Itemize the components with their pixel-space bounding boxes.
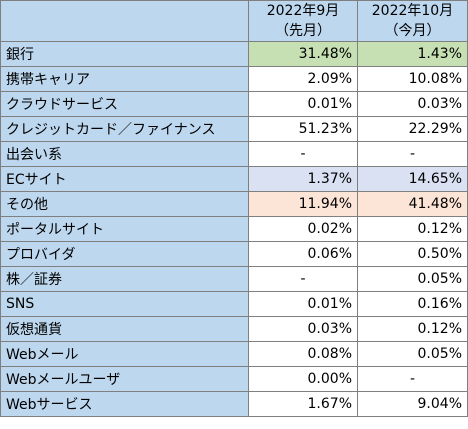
row-label: Webサービス — [0, 391, 249, 417]
oct-value-cell: 0.05% — [357, 341, 468, 367]
header-oct-cell: 2022年10月 （今月） — [357, 0, 468, 42]
row-label: 携帯キャリア — [0, 66, 249, 92]
row-label: Webメール — [0, 341, 249, 367]
header-row: 2022年9月 （先月） 2022年10月 （今月） — [0, 0, 468, 42]
row-label: 株／証券 — [0, 266, 249, 292]
oct-value-cell: 41.48% — [357, 191, 468, 217]
row-label: 仮想通貨 — [0, 316, 249, 342]
sep-value-cell: 31.48% — [248, 41, 358, 67]
sep-value-cell: - — [248, 266, 358, 292]
sep-value-cell: 0.00% — [248, 366, 358, 392]
row-label: ポータルサイト — [0, 216, 249, 242]
header-sep-cell: 2022年9月 （先月） — [248, 0, 358, 42]
table-row: その他 11.94% 41.48% — [0, 191, 468, 217]
oct-value-cell: 0.12% — [357, 316, 468, 342]
header-oct-subtitle: （今月） — [384, 23, 441, 39]
oct-value-cell: 1.43% — [357, 41, 468, 67]
sep-value-cell: 51.23% — [248, 116, 358, 142]
row-label: 銀行 — [0, 41, 249, 67]
oct-value-cell: 14.65% — [357, 166, 468, 192]
oct-value-cell: 0.16% — [357, 291, 468, 317]
table-row: SNS 0.01% 0.16% — [0, 291, 468, 317]
table-row: Webメール 0.08% 0.05% — [0, 341, 468, 367]
table-row: 携帯キャリア 2.09% 10.08% — [0, 66, 468, 92]
table-row: クラウドサービス 0.01% 0.03% — [0, 91, 468, 117]
table-row: 出会い系 - - — [0, 141, 468, 167]
table-row: クレジットカード／ファイナンス 51.23% 22.29% — [0, 116, 468, 142]
table-row: 仮想通貨 0.03% 0.12% — [0, 316, 468, 342]
header-corner-cell — [0, 0, 249, 42]
row-label: ECサイト — [0, 166, 249, 192]
row-label: Webメールユーザ — [0, 366, 249, 392]
header-sep-subtitle: （先月） — [275, 23, 331, 39]
row-label: その他 — [0, 191, 249, 217]
sep-value-cell: 0.02% — [248, 216, 358, 242]
phishing-category-table: 2022年9月 （先月） 2022年10月 （今月） 銀行 31.48% 1.43%… — [0, 0, 468, 417]
sep-value-cell: 0.03% — [248, 316, 358, 342]
oct-value-cell: 0.05% — [357, 266, 468, 292]
sep-value-cell: 0.06% — [248, 241, 358, 267]
sep-value-cell: 0.01% — [248, 91, 358, 117]
oct-value-cell: 10.08% — [357, 66, 468, 92]
oct-value-cell: - — [357, 366, 468, 392]
oct-value-cell: - — [357, 141, 468, 167]
header-oct-title: 2022年10月 — [371, 3, 454, 19]
oct-value-cell: 22.29% — [357, 116, 468, 142]
table-row: Webメールユーザ 0.00% - — [0, 366, 468, 392]
sep-value-cell: 0.08% — [248, 341, 358, 367]
table-body: 銀行 31.48% 1.43% 携帯キャリア 2.09% 10.08% クラウドサービス 0.… — [0, 41, 468, 417]
sep-value-cell: - — [248, 141, 358, 167]
table-row: ポータルサイト 0.02% 0.12% — [0, 216, 468, 242]
table-row: 銀行 31.48% 1.43% — [0, 41, 468, 67]
row-label: SNS — [0, 291, 249, 317]
table-row: ECサイト 1.37% 14.65% — [0, 166, 468, 192]
sep-value-cell: 1.37% — [248, 166, 358, 192]
header-sep-title: 2022年9月 — [266, 3, 340, 19]
sep-value-cell: 2.09% — [248, 66, 358, 92]
sep-value-cell: 11.94% — [248, 191, 358, 217]
oct-value-cell: 9.04% — [357, 391, 468, 417]
row-label: クラウドサービス — [0, 91, 249, 117]
row-label: プロバイダ — [0, 241, 249, 267]
row-label: 出会い系 — [0, 141, 249, 167]
oct-value-cell: 0.50% — [357, 241, 468, 267]
row-label: クレジットカード／ファイナンス — [0, 116, 249, 142]
table-row: プロバイダ 0.06% 0.50% — [0, 241, 468, 267]
sep-value-cell: 1.67% — [248, 391, 358, 417]
table-row: 株／証券 -0.05% — [0, 266, 468, 292]
sep-value-cell: 0.01% — [248, 291, 358, 317]
oct-value-cell: 0.03% — [357, 91, 468, 117]
table-row: Webサービス 1.67% 9.04% — [0, 391, 468, 417]
oct-value-cell: 0.12% — [357, 216, 468, 242]
